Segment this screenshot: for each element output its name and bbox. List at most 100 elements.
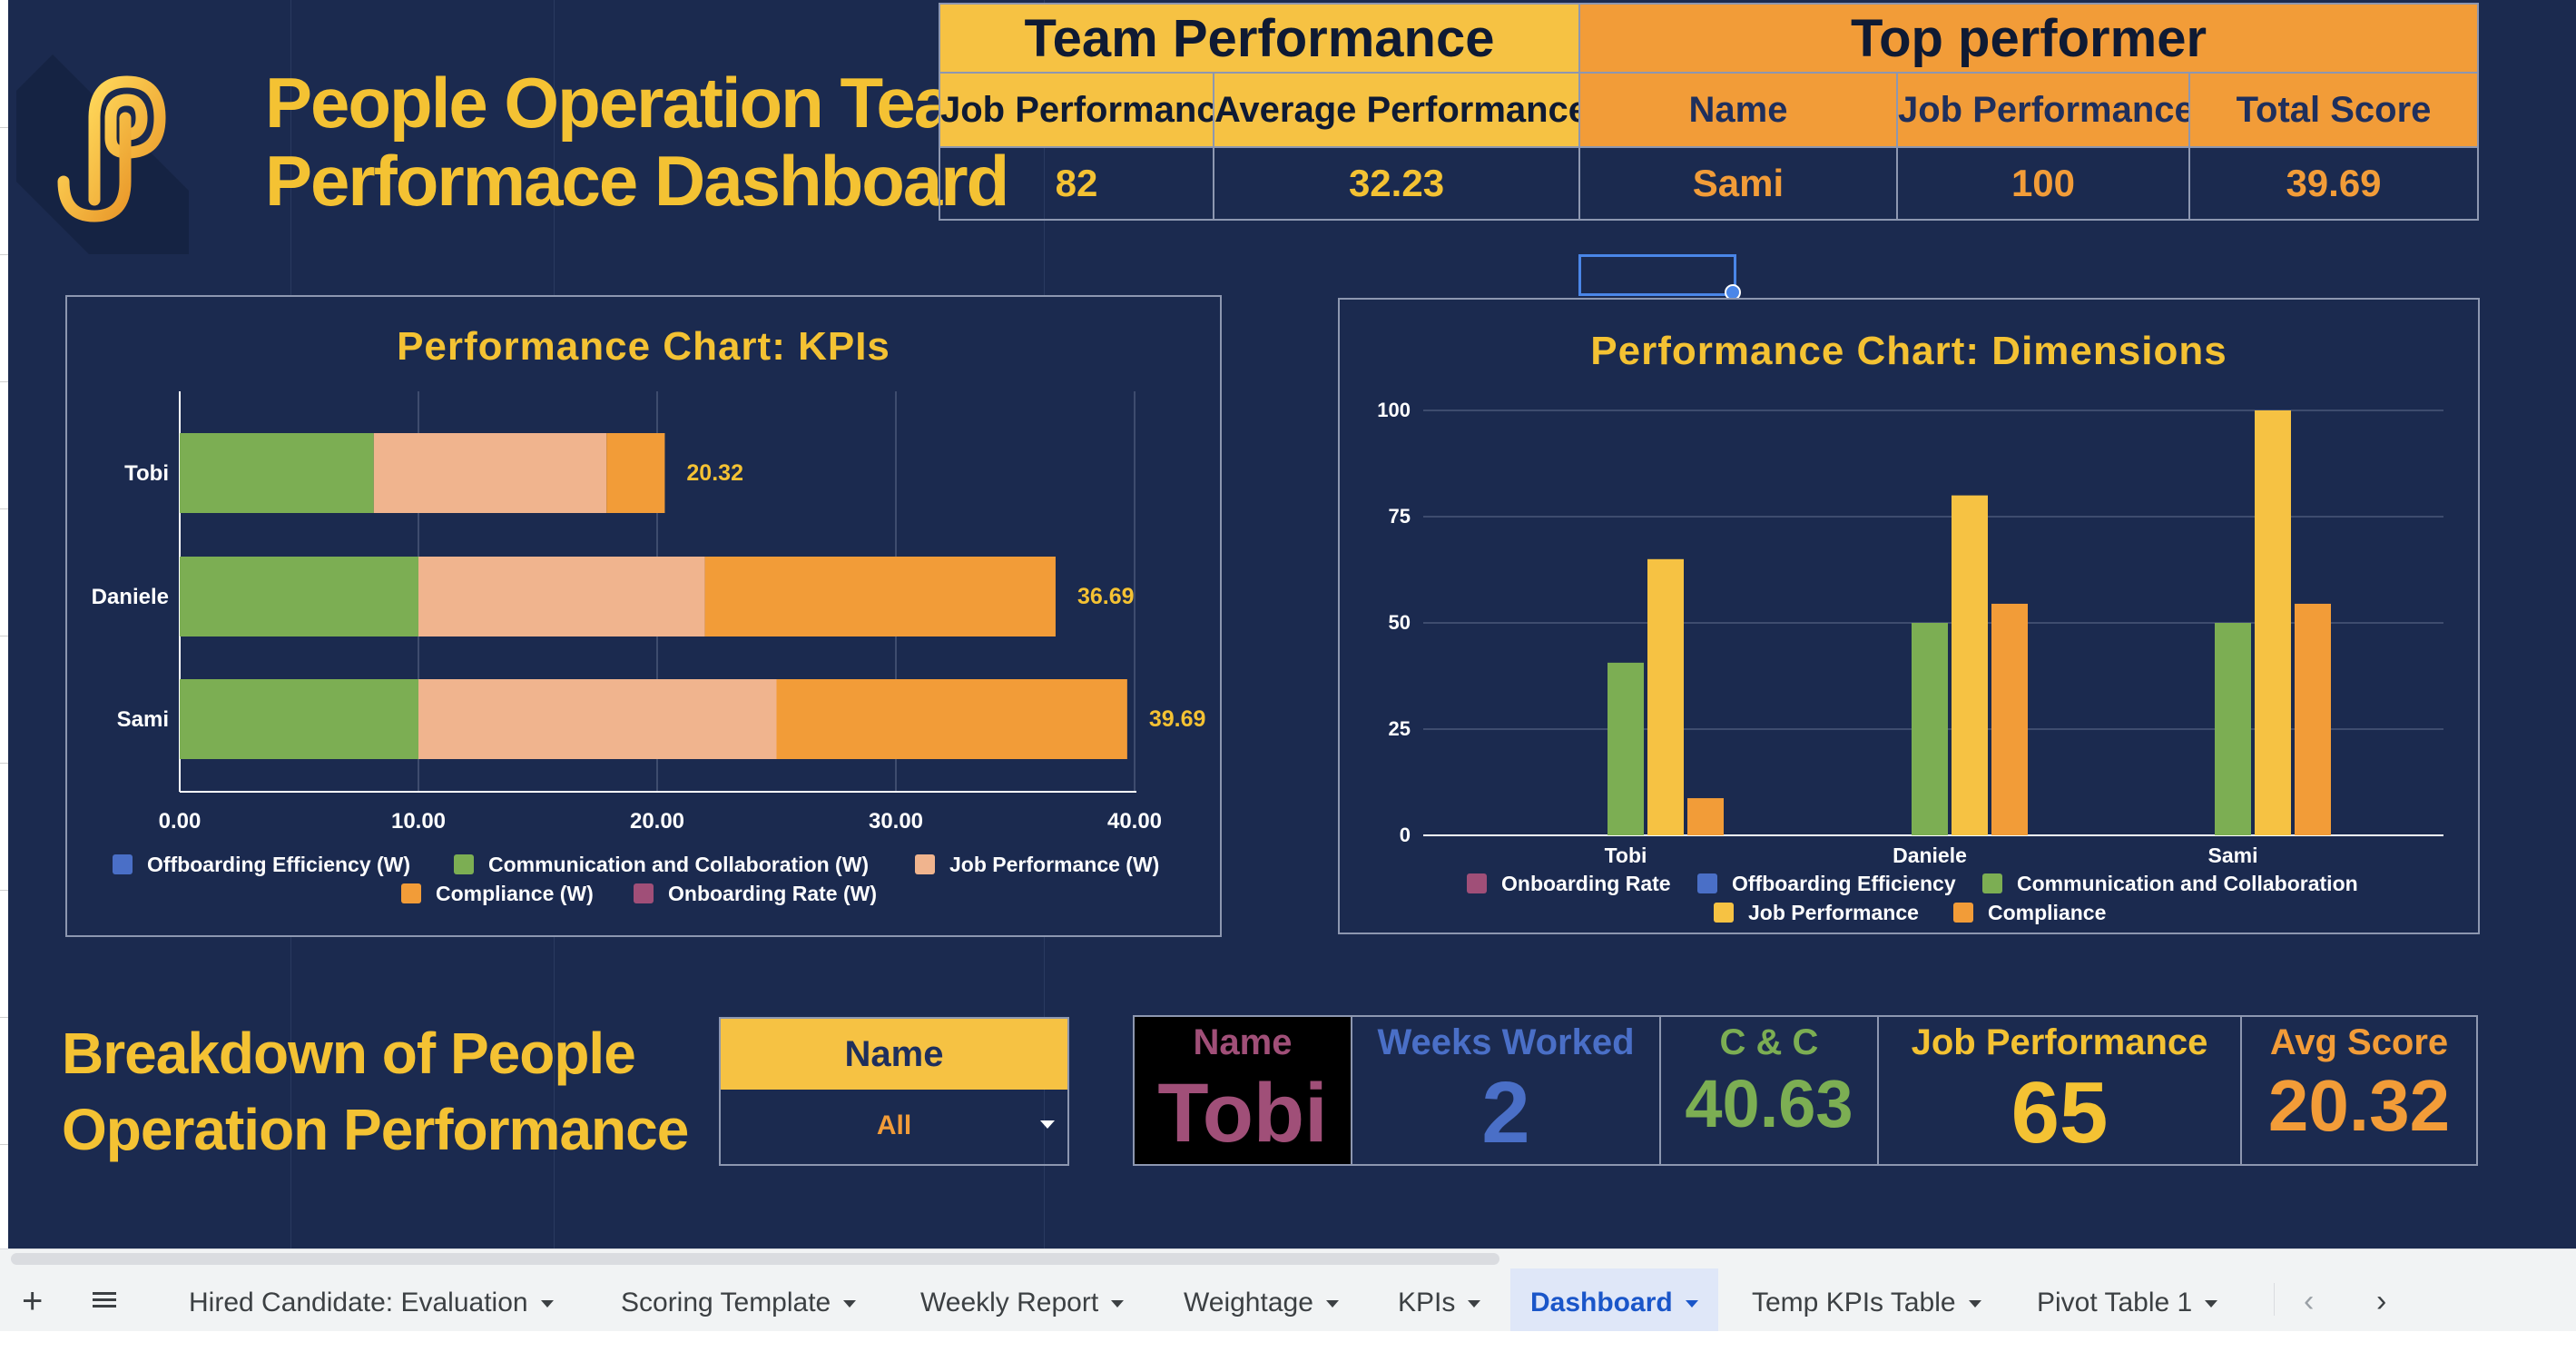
tab-hired-candidate-evaluation[interactable]: Hired Candidate: Evaluation <box>189 1268 554 1331</box>
selected-cell[interactable] <box>1578 254 1736 296</box>
name-filter-label: Name <box>721 1019 1067 1090</box>
tab-label: Weightage <box>1184 1288 1313 1317</box>
dim-y-tick-label: 25 <box>1389 717 1411 740</box>
dim-bar <box>1991 603 2028 835</box>
stat-name-cell: Name Tobi <box>1133 1015 1352 1166</box>
tab-menu-arrow-icon[interactable] <box>1111 1300 1125 1308</box>
dim-bar <box>1952 495 1988 835</box>
team-average-performance-value: 32.23 <box>1212 146 1581 221</box>
dim-bar <box>2255 410 2291 835</box>
kpi-legend-swatch <box>113 854 133 874</box>
team-job-performance-value: 82 <box>939 146 1214 221</box>
menu-icon[interactable] <box>91 1268 120 1331</box>
stat-jp-label: Job Performance <box>1911 1022 2208 1062</box>
stat-avg-value: 20.32 <box>2267 1065 2451 1146</box>
stat-weeks-value: 2 <box>1481 1064 1530 1161</box>
sheet-left-edge <box>0 0 8 1248</box>
kpi-legend-swatch <box>915 854 935 874</box>
top-performer-name-header: Name <box>1578 72 1898 148</box>
dim-legend-label: Communication and Collaboration <box>2017 872 2358 895</box>
kpi-bar-segment <box>776 679 1127 759</box>
tab-menu-arrow-icon[interactable] <box>1325 1300 1339 1308</box>
dimensions-chart-title: Performance Chart: Dimensions <box>1590 329 2227 373</box>
tab-scoring-template[interactable]: Scoring Template <box>621 1268 857 1331</box>
tab-label: Dashboard <box>1530 1288 1673 1317</box>
horizontal-scrollbar[interactable] <box>0 1248 2576 1269</box>
tab-label: Pivot Table 1 <box>2037 1288 2193 1317</box>
dashboard-title: People Operation Team: Performace Dashbo… <box>265 64 1036 221</box>
dim-category-label: Daniele <box>1893 844 1967 867</box>
kpi-legend-swatch <box>634 883 654 903</box>
dim-y-tick-label: 0 <box>1400 824 1411 846</box>
tab-weekly-report[interactable]: Weekly Report <box>920 1268 1125 1331</box>
stat-weeks-label: Weeks Worked <box>1377 1022 1635 1062</box>
dim-y-tick-label: 100 <box>1377 399 1411 421</box>
dim-bar <box>1647 558 1684 835</box>
scrollbar-thumb[interactable] <box>11 1253 1499 1265</box>
kpi-bar-segment <box>373 433 607 513</box>
dim-legend-swatch <box>1982 873 2002 893</box>
tab-label: Temp KPIs Table <box>1752 1288 1956 1317</box>
dim-legend-swatch <box>1714 903 1734 923</box>
kpi-category-label: Sami <box>117 707 169 732</box>
top-performer-job-value: 100 <box>1896 146 2190 221</box>
tab-menu-arrow-icon[interactable] <box>2205 1300 2218 1308</box>
name-filter-dropdown[interactable]: All <box>721 1090 1067 1162</box>
kpi-bar-segment <box>418 557 705 637</box>
kpi-x-tick-label: 40.00 <box>1107 809 1162 834</box>
kpi-bar-segment <box>180 679 418 759</box>
kpi-chart-title: Performance Chart: KPIs <box>397 324 890 369</box>
kpi-x-tick-label: 20.00 <box>630 809 684 834</box>
chevron-left-icon[interactable]: ‹ <box>2304 1284 2315 1318</box>
kpi-bar-segment <box>180 557 418 637</box>
chevron-right-icon[interactable]: › <box>2376 1284 2387 1318</box>
kpi-total-label: 36.69 <box>1077 584 1135 609</box>
top-performer-score-header: Total Score <box>2188 72 2479 148</box>
kpi-bar-segment <box>704 557 1056 637</box>
dim-legend-label: Onboarding Rate <box>1501 872 1671 895</box>
tab-label: Scoring Template <box>621 1288 831 1317</box>
dim-bar <box>2215 623 2251 835</box>
dimensions-chart-plot: 0 25 50 75 100 Tobi Daniele Sami Onboarding Rate… <box>1377 399 2443 924</box>
tab-pivot-table-1[interactable]: Pivot Table 1 <box>2037 1268 2218 1331</box>
tab-kpis[interactable]: KPIs <box>1398 1268 1481 1331</box>
kpi-chart[interactable]: Performance Chart: KPIs 0.00 10.00 20.00 30… <box>65 295 1222 937</box>
dashboard-title-line2: Performace Dashboard <box>265 141 1009 221</box>
tab-menu-arrow-icon[interactable] <box>843 1300 857 1308</box>
kpi-category-label: Daniele <box>92 585 169 609</box>
kpi-bar-segment <box>180 433 374 513</box>
dim-bar <box>1687 798 1724 835</box>
dim-category-label: Sami <box>2208 844 2258 867</box>
name-filter-value: All <box>876 1110 912 1140</box>
tab-menu-arrow-icon[interactable] <box>1468 1300 1481 1308</box>
tab-label: Weekly Report <box>920 1288 1099 1317</box>
team-job-performance-header: Job Performance <box>939 72 1214 148</box>
dimensions-chart[interactable]: Performance Chart: Dimensions 0 25 50 75 100… <box>1338 298 2480 934</box>
kpi-total-label: 20.32 <box>686 460 743 486</box>
dim-bar <box>2295 603 2331 835</box>
tab-weightage[interactable]: Weightage <box>1184 1268 1339 1331</box>
tab-dashboard[interactable]: Dashboard <box>1510 1268 1718 1331</box>
breakdown-title-line1: Breakdown of People <box>62 1021 636 1086</box>
dim-legend-swatch <box>1697 873 1717 893</box>
tab-temp-kpis-table[interactable]: Temp KPIs Table <box>1752 1268 1981 1331</box>
name-filter: Name All <box>719 1017 1069 1166</box>
tab-menu-arrow-icon[interactable] <box>1685 1300 1698 1308</box>
dim-legend-swatch <box>1953 903 1973 923</box>
team-average-performance-header: Average Performance <box>1212 72 1581 148</box>
tab-menu-arrow-icon[interactable] <box>1968 1300 1981 1308</box>
kpi-legend-label: Communication and Collaboration (W) <box>488 853 869 876</box>
dropdown-caret-icon[interactable] <box>1040 1120 1055 1129</box>
top-performer-name-value: Sami <box>1578 146 1898 221</box>
tab-menu-arrow-icon[interactable] <box>540 1300 554 1308</box>
plus-icon[interactable]: + <box>22 1281 44 1321</box>
dim-category-label: Tobi <box>1605 844 1647 867</box>
kpi-legend-label: Job Performance (W) <box>949 853 1159 876</box>
dim-legend-label: Compliance <box>1988 901 2106 924</box>
tab-label: Hired Candidate: Evaluation <box>189 1288 528 1317</box>
team-performance-heading: Team Performance <box>938 3 1581 74</box>
tab-label: KPIs <box>1398 1288 1456 1317</box>
dim-bar <box>1912 623 1948 835</box>
stat-avg-label: Avg Score <box>2269 1022 2449 1062</box>
kpi-total-label: 39.69 <box>1149 706 1206 732</box>
